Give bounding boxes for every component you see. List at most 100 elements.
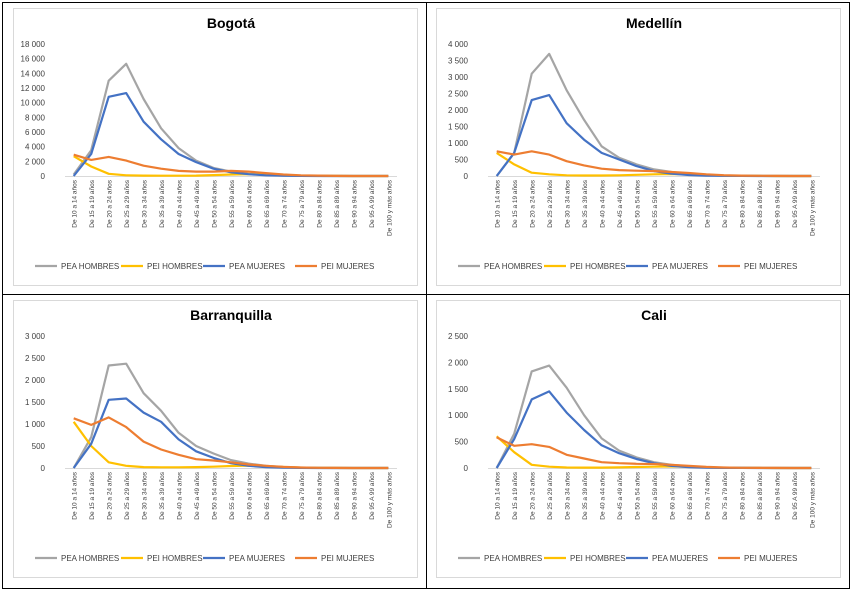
x-tick-label: De 65 a 69 años <box>264 471 271 519</box>
x-tick-label: De 100 y más años <box>809 471 816 528</box>
x-tick-label: De 40 a 44 años <box>600 179 607 227</box>
legend-label-pea-mujeres: PEA MUJERES <box>652 554 708 563</box>
x-tick-label: De 50 a 54 años <box>635 471 642 519</box>
x-tick-label: De 25 a 29 años <box>124 179 131 227</box>
y-tick-label: 4 000 <box>448 40 469 49</box>
chart-area <box>13 8 418 286</box>
x-tick-label: De 20 a 24 años <box>107 471 114 519</box>
x-tick-label: De 55 a 59 años <box>652 179 659 227</box>
x-tick-label: De 40 a 44 años <box>177 471 184 519</box>
x-tick-label: De 15 a 19 años <box>89 179 96 227</box>
y-tick-label: 2 500 <box>25 354 46 363</box>
x-tick-label: De 15 a 19 años <box>512 471 519 519</box>
y-tick-label: 2 000 <box>448 106 469 115</box>
y-tick-label: 8 000 <box>25 113 46 122</box>
x-tick-label: De 100 y más años <box>386 471 393 528</box>
x-tick-label: De 85 a 89 años <box>334 179 341 227</box>
x-tick-label: De 30 a 34 años <box>565 471 572 519</box>
y-tick-label: 12 000 <box>21 84 46 93</box>
x-tick-label: De 10 a 14 años <box>495 179 502 227</box>
chart-panel-cali: Cali 0 500 1 000 1 500 2 000 2 500 De 10 a 14 a… <box>428 296 848 585</box>
x-tick-label: De 20 a 24 años <box>530 471 537 519</box>
y-tick-label: 16 000 <box>21 55 46 64</box>
x-tick-label: De 80 a 84 años <box>739 471 746 519</box>
x-tick-label: De 35 a 39 años <box>582 179 589 227</box>
x-tick-label: De 90 a 94 años <box>351 179 358 227</box>
line-chart-barranquilla: Barranquilla 0 500 1 000 1 500 2 000 2 500 3 00… <box>13 300 418 578</box>
x-tick-label: De 80 a 84 años <box>739 179 746 227</box>
x-tick-label: De 90 a 94 años <box>351 471 358 519</box>
x-tick-label: De 45 a 49 años <box>617 471 624 519</box>
x-tick-label: De 90 a 94 años <box>774 471 781 519</box>
legend-label-pea-hombres: PEA HOMBRES <box>484 554 542 563</box>
x-tick-label: De 35 a 39 años <box>159 179 166 227</box>
x-tick-label: De 65 a 69 años <box>264 179 271 227</box>
x-tick-label: De 25 a 29 años <box>547 179 554 227</box>
x-tick-label: De 45 a 49 años <box>617 179 624 227</box>
y-tick-label: 500 <box>455 156 469 165</box>
x-tick-label: De 55 a 59 años <box>229 471 236 519</box>
x-tick-label: De 20 a 24 años <box>530 179 537 227</box>
x-tick-label: De 25 a 29 años <box>124 471 131 519</box>
x-tick-label: De 10 a 14 años <box>495 471 502 519</box>
x-tick-label: De 10 a 14 años <box>72 179 79 227</box>
legend-label-pea-hombres: PEA HOMBRES <box>61 262 119 271</box>
x-tick-label: De 95 A 99 años <box>369 471 376 519</box>
y-tick-label: 0 <box>41 464 46 473</box>
legend-label-pea-mujeres: PEA MUJERES <box>652 262 708 271</box>
x-tick-label: De 45 a 49 años <box>194 179 201 227</box>
x-tick-label: De 25 a 29 años <box>547 471 554 519</box>
legend-label-pei-hombres: PEI HOMBRES <box>147 262 203 271</box>
legend-label-pea-mujeres: PEA MUJERES <box>229 262 285 271</box>
y-tick-label: 10 000 <box>21 99 46 108</box>
chart-title: Cali <box>641 307 667 323</box>
y-tick-label: 1 500 <box>448 123 469 132</box>
x-tick-label: De 95 A 99 años <box>792 471 799 519</box>
legend-label-pei-hombres: PEI HOMBRES <box>570 554 626 563</box>
x-tick-label: De 50 a 54 años <box>212 179 219 227</box>
x-tick-label: De 60 a 64 años <box>669 471 676 519</box>
y-tick-label: 3 000 <box>25 332 46 341</box>
y-tick-label: 0 <box>464 172 469 181</box>
x-tick-label: De 50 a 54 años <box>212 471 219 519</box>
y-tick-label: 0 <box>464 464 469 473</box>
y-tick-label: 3 500 <box>448 57 469 66</box>
x-tick-label: De 75 a 79 años <box>299 179 306 227</box>
legend-label-pei-mujeres: PEI MUJERES <box>321 262 374 271</box>
y-tick-label: 500 <box>32 442 46 451</box>
y-tick-label: 1 500 <box>448 385 469 394</box>
chart-area <box>13 300 418 578</box>
chart-title: Medellín <box>626 15 682 31</box>
legend-label-pea-mujeres: PEA MUJERES <box>229 554 285 563</box>
x-tick-label: De 65 a 69 años <box>687 471 694 519</box>
x-tick-label: De 75 a 79 años <box>299 471 306 519</box>
x-tick-label: De 70 a 74 años <box>704 179 711 227</box>
chart-panel-bogota: Bogotá 0 2 000 4 000 6 000 8 000 10 000 12 000 1… <box>5 4 425 293</box>
x-tick-label: De 35 a 39 años <box>159 471 166 519</box>
chart-title: Barranquilla <box>190 307 272 323</box>
y-tick-label: 2 500 <box>448 332 469 341</box>
x-tick-label: De 95 A 99 años <box>792 179 799 227</box>
x-tick-label: De 85 a 89 años <box>757 179 764 227</box>
x-tick-label: De 100 y más años <box>809 179 816 236</box>
y-tick-label: 2 000 <box>25 157 46 166</box>
legend-label-pei-mujeres: PEI MUJERES <box>744 554 797 563</box>
x-tick-label: De 65 a 69 años <box>687 179 694 227</box>
x-tick-label: De 30 a 34 años <box>142 179 149 227</box>
x-tick-label: De 40 a 44 años <box>600 471 607 519</box>
x-tick-label: De 10 a 14 años <box>72 471 79 519</box>
x-tick-label: De 80 a 84 años <box>316 179 323 227</box>
y-tick-label: 6 000 <box>25 128 46 137</box>
chart-panel-medellin: Medellín 0 500 1 000 1 500 2 000 2 500 3 000 3 5… <box>428 4 848 293</box>
legend-label-pei-mujeres: PEI MUJERES <box>321 554 374 563</box>
legend-label-pei-hombres: PEI HOMBRES <box>570 262 626 271</box>
chart-area <box>436 8 841 286</box>
y-tick-label: 1 000 <box>448 139 469 148</box>
x-tick-label: De 50 a 54 años <box>635 179 642 227</box>
chart-title: Bogotá <box>207 15 255 31</box>
legend-label-pea-hombres: PEA HOMBRES <box>61 554 119 563</box>
x-tick-label: De 60 a 64 años <box>246 179 253 227</box>
legend-label-pei-mujeres: PEI MUJERES <box>744 262 797 271</box>
y-tick-label: 1 500 <box>25 398 46 407</box>
